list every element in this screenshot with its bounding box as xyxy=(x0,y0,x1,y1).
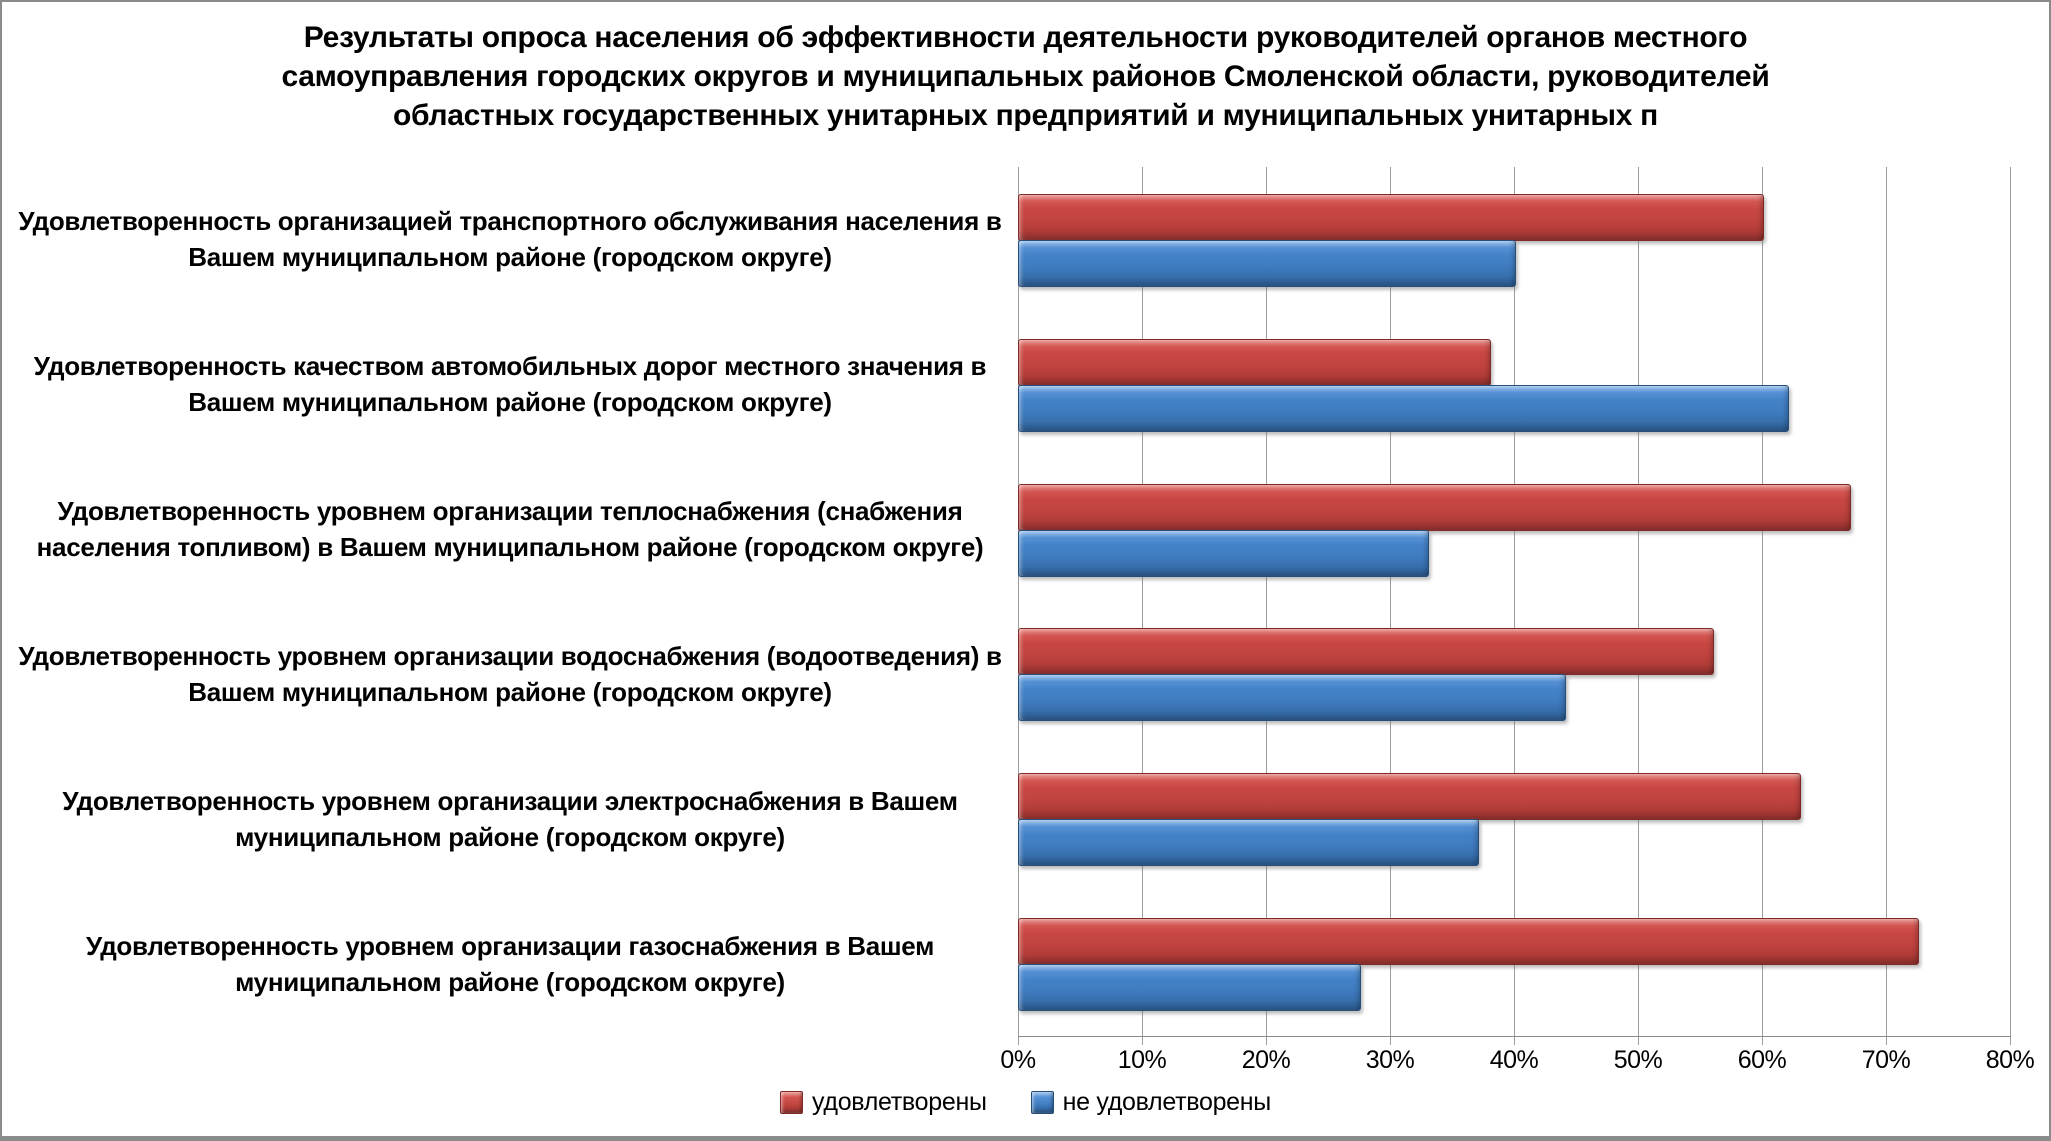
bar-not-satisfied xyxy=(1018,529,1429,577)
x-tick-label: 20% xyxy=(1241,1046,1291,1074)
gridline xyxy=(1018,167,1019,1045)
category-bars xyxy=(1018,601,2049,746)
gridline xyxy=(1638,167,1639,1045)
x-tick-label: 80% xyxy=(1985,1046,2035,1074)
bar-satisfied xyxy=(1018,628,1714,676)
category-row: Удовлетворенность качеством автомобильны… xyxy=(2,312,2049,457)
bar-not-satisfied xyxy=(1018,964,1361,1012)
gridline xyxy=(1390,167,1391,1045)
legend-label-satisfied: удовлетворены xyxy=(812,1087,987,1116)
category-row: Удовлетворенность уровнем организации во… xyxy=(2,601,2049,746)
x-tick-label: 70% xyxy=(1861,1046,1911,1074)
bar-satisfied xyxy=(1018,483,1851,531)
gridline xyxy=(1266,167,1267,1045)
category-label: Удовлетворенность уровнем организации во… xyxy=(18,640,1002,707)
chart-title: Результаты опроса населения об эффективн… xyxy=(2,18,2049,135)
category-row: Удовлетворенность организацией транспорт… xyxy=(2,167,2049,312)
chart-title-line-1: Результаты опроса населения об эффективн… xyxy=(303,21,1748,54)
bar-satisfied xyxy=(1018,338,1491,386)
legend-swatch-satisfied-icon xyxy=(780,1090,804,1114)
x-tick-label: 30% xyxy=(1365,1046,1415,1074)
chart-title-line-3: областных государственных унитарных пред… xyxy=(393,99,1658,132)
category-bars xyxy=(1018,167,2049,312)
x-axis-labels: 0% 10% 20% 30% 40% 50% 60% 70% 80% xyxy=(1000,1046,2034,1076)
bar-not-satisfied xyxy=(1018,674,1566,722)
bar-satisfied xyxy=(1018,918,1919,966)
gridline xyxy=(1514,167,1515,1045)
category-label: Удовлетворенность уровнем организации те… xyxy=(36,496,984,563)
chart-title-line-2: самоуправления городских округов и муниц… xyxy=(281,60,1770,93)
x-tick-label: 0% xyxy=(1000,1046,1036,1074)
legend-label-not-satisfied: не удовлетворены xyxy=(1062,1087,1272,1116)
plot-gridlines xyxy=(1018,167,2011,1045)
category-row: Удовлетворенность уровнем организации те… xyxy=(2,457,2049,602)
legend-item-satisfied: удовлетворены xyxy=(780,1088,987,1117)
bar-satisfied xyxy=(1018,194,1764,241)
gridline xyxy=(1142,167,1143,1045)
category-label: Удовлетворенность уровнем организации га… xyxy=(85,930,935,997)
category-row: Удовлетворенность уровнем организации эл… xyxy=(2,746,2049,891)
category-label: Удовлетворенность организацией транспорт… xyxy=(18,206,1002,273)
x-tick-label: 60% xyxy=(1737,1046,1787,1074)
x-axis-line xyxy=(1018,1036,2011,1037)
bar-not-satisfied xyxy=(1018,819,1479,867)
category-rows: Удовлетворенность организацией транспорт… xyxy=(2,167,2049,1036)
legend: удовлетворены не удовлетворены xyxy=(2,1086,2049,1118)
bar-satisfied xyxy=(1018,773,1801,821)
category-label: Удовлетворенность уровнем организации эл… xyxy=(62,785,958,852)
x-tick-label: 50% xyxy=(1613,1046,1663,1074)
category-row: Удовлетворенность уровнем организации га… xyxy=(2,891,2049,1036)
x-tick-label: 40% xyxy=(1489,1046,1539,1074)
category-label: Удовлетворенность качеством автомобильны… xyxy=(33,351,987,418)
gridline xyxy=(1762,167,1763,1045)
category-bars xyxy=(1018,457,2049,602)
x-tick-label: 10% xyxy=(1117,1046,1167,1074)
gridline xyxy=(2010,167,2011,1045)
category-bars xyxy=(1018,312,2049,457)
bar-not-satisfied xyxy=(1018,240,1516,287)
category-bars xyxy=(1018,891,2049,1036)
bar-not-satisfied xyxy=(1018,384,1789,432)
legend-item-not-satisfied: не удовлетворены xyxy=(1030,1087,1272,1117)
legend-swatch-not-satisfied-icon xyxy=(1030,1090,1054,1114)
category-bars xyxy=(1018,746,2049,891)
gridline xyxy=(1886,167,1887,1045)
